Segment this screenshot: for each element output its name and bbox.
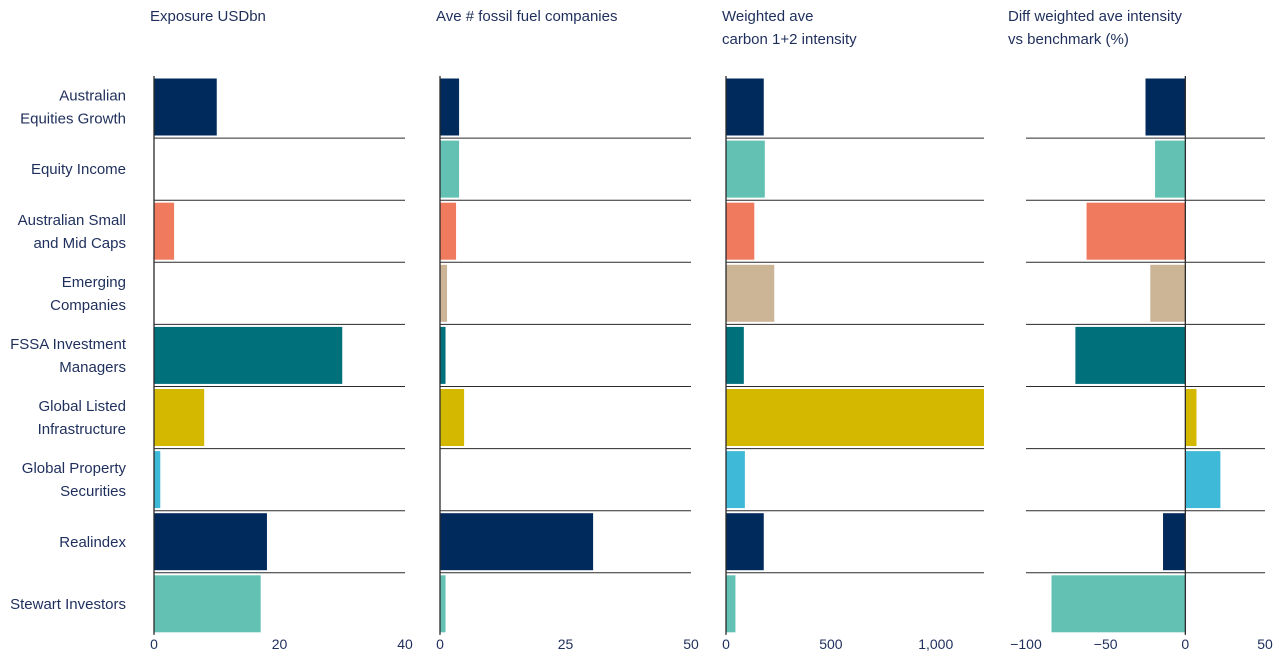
tick-label-4-2: −50 <box>1094 636 1118 652</box>
bar-3-8 <box>726 513 764 571</box>
tick-label-4-4: 50 <box>1257 636 1273 652</box>
tick-label-4-1: −100 <box>1010 636 1042 652</box>
bar-2-1 <box>440 78 460 136</box>
bar-3-6 <box>726 389 984 446</box>
bar-2-6 <box>440 389 465 446</box>
bar-3-5 <box>726 326 744 384</box>
category-label-1: Australian Equities Growth <box>20 88 126 128</box>
category-label-3: Australian Small and Mid Caps <box>18 212 126 252</box>
tick-label-1-1: 0 <box>150 636 158 652</box>
tick-label-3-2: 500 <box>819 636 843 652</box>
panel-title-4: Diff weighted ave intensity vs benchmark … <box>1008 8 1182 48</box>
bar-4-8 <box>1163 513 1186 571</box>
bar-4-2 <box>1155 140 1186 198</box>
category-label-7: Global Property Securities <box>22 460 127 500</box>
tick-label-1-3: 40 <box>397 636 413 652</box>
category-label-4: Emerging Companies <box>50 274 126 314</box>
category-label-2: Equity Income <box>31 161 126 178</box>
category-label-6: Global Listed Infrastructure <box>38 398 126 438</box>
bar-1-3 <box>154 202 175 260</box>
tick-label-3-1: 0 <box>722 636 730 652</box>
bar-1-1 <box>154 78 217 136</box>
bar-1-6 <box>154 389 205 446</box>
bar-3-2 <box>726 140 765 198</box>
bar-2-2 <box>440 140 460 198</box>
bar-4-7 <box>1185 451 1221 509</box>
tick-label-3-3: 1,000 <box>918 636 953 652</box>
panel-title-2: Ave # fossil fuel companies <box>436 8 618 25</box>
bar-3-7 <box>726 451 745 509</box>
bar-1-9 <box>154 575 261 633</box>
bar-1-8 <box>154 513 267 571</box>
bar-2-9 <box>440 575 446 633</box>
panel-title-3: Weighted ave carbon 1+2 intensity <box>722 8 857 48</box>
bar-1-5 <box>154 326 343 384</box>
tick-label-2-1: 0 <box>436 636 444 652</box>
bar-3-9 <box>726 575 736 633</box>
bar-2-5 <box>440 326 446 384</box>
tick-label-2-2: 25 <box>558 636 574 652</box>
tick-label-2-3: 50 <box>683 636 699 652</box>
bar-4-4 <box>1150 264 1186 322</box>
bar-2-4 <box>440 264 448 322</box>
bar-4-1 <box>1145 78 1186 136</box>
bar-2-8 <box>440 513 594 571</box>
bar-4-3 <box>1086 202 1186 260</box>
bar-3-4 <box>726 264 775 322</box>
tick-label-4-3: 0 <box>1181 636 1189 652</box>
bar-2-3 <box>440 202 457 260</box>
category-label-8: Realindex <box>59 534 126 551</box>
category-label-9: Stewart Investors <box>10 596 126 613</box>
bar-4-6 <box>1185 389 1197 446</box>
category-label-5: FSSA Investment Managers <box>10 336 127 376</box>
bar-4-5 <box>1075 326 1186 384</box>
bar-3-1 <box>726 78 764 136</box>
panel-title-1: Exposure USDbn <box>150 8 266 25</box>
bar-3-3 <box>726 202 755 260</box>
tick-label-1-2: 20 <box>272 636 288 652</box>
bar-4-9 <box>1051 575 1186 633</box>
bar-1-7 <box>154 451 161 509</box>
